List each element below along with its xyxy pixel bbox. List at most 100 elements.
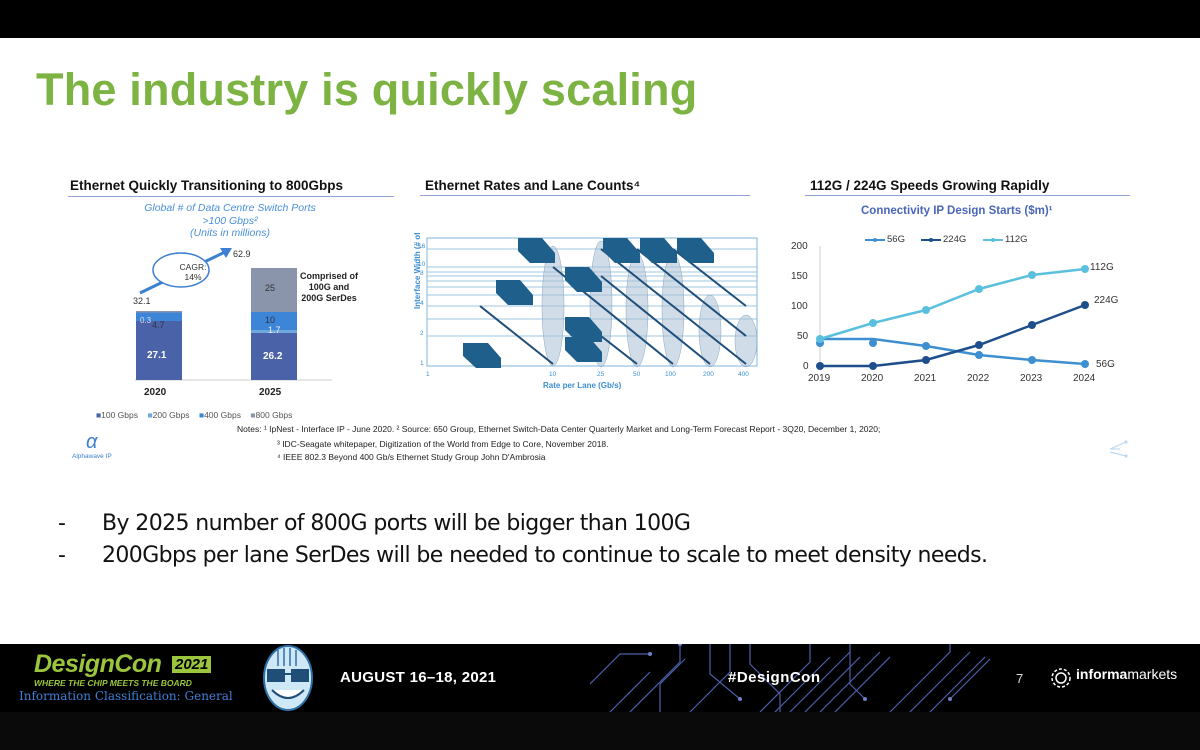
legend-label: 800 Gbps	[255, 410, 293, 420]
cagr-bubble	[152, 252, 210, 288]
markers-112g	[816, 265, 1089, 343]
mascot-face-icon	[263, 645, 313, 711]
xtick-10: 10	[549, 371, 557, 378]
line-chart-svg	[816, 238, 1089, 370]
callout-line: 200G SerDes	[301, 293, 357, 303]
ytick-50: 50	[797, 331, 809, 342]
panel-right-title: 112G / 224G Speeds Growing Rapidly	[810, 178, 1050, 193]
val-2025-800g: 25	[265, 283, 276, 293]
val-2020-400g: 4.7	[152, 320, 165, 330]
notes-line-2: ³ IDC-Seagate whitepaper, Digitization o…	[277, 439, 609, 449]
bullet-text: 200Gbps per lane SerDes will be needed t…	[102, 543, 988, 568]
callout-line: 100G and	[308, 282, 350, 292]
xtick-2021: 2021	[914, 373, 937, 384]
legend-224g: 224G	[943, 234, 967, 245]
bar-chart-svg	[135, 248, 332, 381]
notes-line-3: ⁴ IEEE 802.3 Beyond 400 Gb/s Ethernet St…	[277, 452, 546, 462]
panel-left-rule	[68, 196, 394, 197]
val-2025-400g: 10	[265, 315, 276, 325]
total-2020: 32.1	[133, 296, 151, 306]
legend-label: 400 Gbps	[204, 410, 241, 420]
ytick-2: 2	[420, 330, 424, 337]
bullet-marker: -	[58, 543, 66, 568]
notes-line-1: Notes: ¹ IpNest - Interface IP - June 20…	[237, 424, 880, 434]
subtitle-line: (Units in millions)	[190, 227, 270, 239]
legend-112g: 112G	[1005, 234, 1028, 245]
xtick-2025: 2025	[259, 387, 282, 398]
xtick-50: 50	[633, 371, 641, 378]
bullet-item: - By 2025 number of 800G ports will be bi…	[58, 508, 987, 540]
ytick-4: 4	[420, 300, 424, 307]
ytick-8: 8	[420, 270, 424, 277]
panel-left-subtitle: Global # of Data Centre Switch Ports >10…	[120, 202, 340, 240]
sponsor-rest: markets	[1127, 666, 1178, 682]
legend-swatch-400g: ■	[198, 410, 205, 420]
alphawave-logo-text: Alphawave IP	[72, 453, 112, 460]
val-2020-100g: 27.1	[147, 350, 167, 361]
legend-56g: 56G	[887, 234, 905, 245]
designcon-tagline: WHERE THE CHIP MEETS THE BOARD	[34, 678, 192, 688]
bar-legend: ■100 Gbps ■200 Gbps ■400 Gbps ■800 Gbps	[96, 410, 292, 420]
val-2020-800g: 0.3	[140, 316, 152, 325]
event-hashtag: #DesignCon	[728, 669, 821, 686]
sponsor-bold: informa	[1076, 666, 1128, 682]
line-112g	[819, 267, 1086, 341]
line-224g	[820, 303, 1086, 368]
bullet-text: By 2025 number of 800G ports will be big…	[102, 511, 691, 536]
bar-2025-100g	[251, 333, 297, 380]
lane-chart-svg: Interface Width (# of Lanes)	[413, 233, 758, 368]
serdes-callout: Comprised of 100G and 200G SerDes	[300, 271, 358, 304]
notes-text: ¹ IpNest - Interface IP - June 2020. ² S…	[263, 424, 881, 434]
informa-logo-icon	[1051, 668, 1071, 688]
top-letterbox	[0, 0, 1200, 38]
panel-right-rule	[805, 195, 1130, 196]
bar-2020-800g	[136, 311, 182, 313]
legend-swatch-800g: ■	[250, 410, 256, 420]
notes-label: Notes:	[237, 424, 262, 434]
markers-224g	[816, 301, 1089, 370]
slide-title: The industry is quickly scaling	[36, 64, 698, 115]
bar-2020-100g	[136, 320, 182, 380]
xtick-25: 25	[597, 371, 605, 378]
line-56g	[820, 337, 1086, 366]
cagr-value: 14%	[184, 272, 202, 282]
lane-xlabel: Rate per Lane (Gb/s)	[543, 381, 622, 390]
bar-2025-200g	[251, 330, 297, 333]
val-2025-200g: 1.7	[268, 325, 281, 335]
footer-banner: DesignCon 2021 WHERE THE CHIP MEETS THE …	[0, 644, 1200, 712]
xtick-2022: 2022	[967, 373, 990, 384]
slide: The industry is quickly scaling Ethernet…	[0, 38, 1200, 644]
legend-label: 100 Gbps	[101, 410, 139, 420]
xtick-2020: 2020	[861, 373, 884, 384]
xtick-2023: 2023	[1020, 373, 1043, 384]
ytick-1: 1	[420, 360, 424, 367]
panel-left-title: Ethernet Quickly Transitioning to 800Gbp…	[70, 178, 344, 193]
bottom-letterbox	[0, 712, 1200, 750]
ytick-100: 100	[791, 301, 808, 312]
informa-markets-logo: informamarkets	[1076, 666, 1177, 682]
network-icon	[1109, 440, 1128, 458]
val-2025-100g: 26.2	[263, 351, 283, 362]
lane-ylabel: Interface Width (# of Lanes)	[413, 233, 422, 309]
bar-2020-400g	[136, 312, 182, 321]
ytick-0: 0	[803, 361, 809, 372]
markers-56g	[816, 339, 1089, 368]
designcon-year: 2021	[172, 656, 212, 673]
total-2025: 62.9	[233, 249, 251, 259]
legend-label: 200 Gbps	[152, 410, 190, 420]
subtitle-line: >100 Gbps²	[202, 214, 258, 227]
xtick-400: 400	[738, 371, 749, 378]
ytick-16: 16	[418, 243, 426, 250]
bar-2025-800g	[251, 268, 297, 312]
xtick-200: 200	[703, 371, 714, 378]
panel-middle-rule	[420, 195, 750, 196]
ytick-200: 200	[791, 241, 808, 252]
information-classification: Information Classification: General	[19, 689, 233, 703]
cagr-label: CAGR:	[179, 262, 207, 272]
end-label-112g: 112G	[1090, 262, 1114, 273]
alpha-icon: α	[86, 431, 98, 453]
bullet-marker: -	[58, 511, 66, 536]
panel-middle-title: Ethernet Rates and Lane Counts⁴	[425, 178, 641, 193]
bullet-list: - By 2025 number of 800G ports will be bi…	[58, 508, 988, 572]
designcon-logo: DesignCon	[34, 650, 162, 678]
